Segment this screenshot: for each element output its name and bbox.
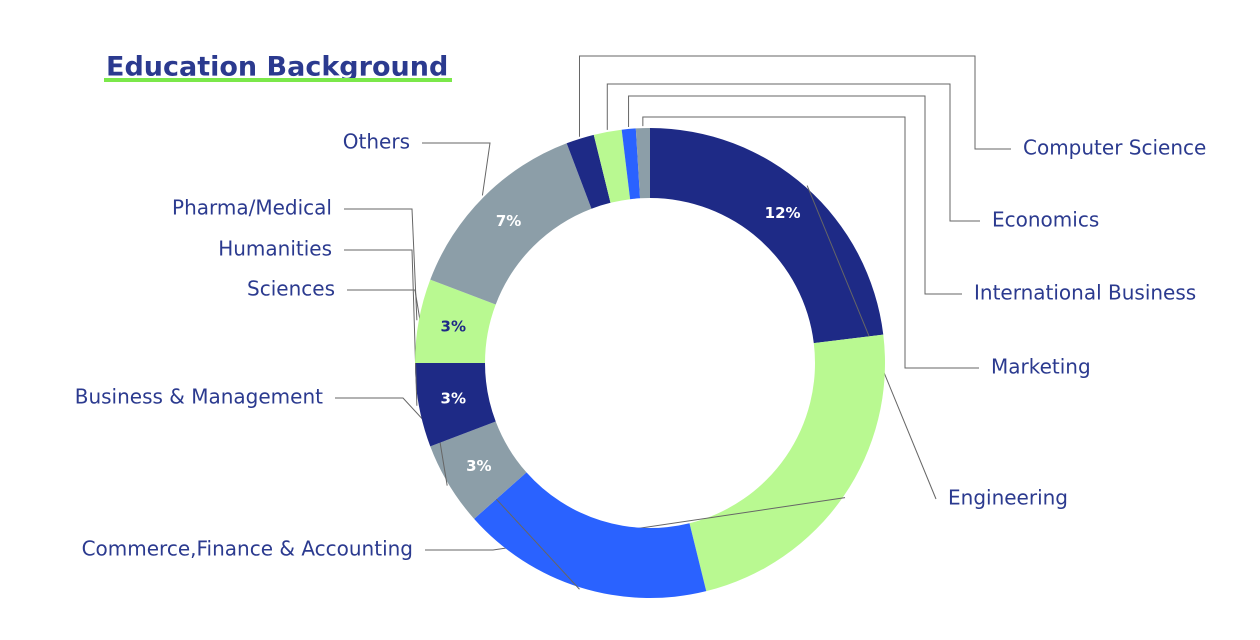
value-label: 3% [466, 457, 491, 475]
slice-label: Economics [992, 208, 1099, 232]
leader-line [642, 116, 979, 369]
leader-line [425, 497, 846, 551]
value-label: 7% [496, 212, 521, 230]
pie-slice [593, 129, 631, 203]
pie-slice [635, 128, 650, 199]
pie-slice [621, 128, 641, 200]
slice-label: Marketing [991, 355, 1091, 379]
slice-label: Engineering [948, 486, 1068, 510]
slice-label: Others [343, 130, 410, 154]
pie-slice [650, 128, 884, 344]
slice-label: International Business [974, 281, 1196, 305]
pie-slice [430, 421, 527, 519]
pie-slice [474, 472, 707, 598]
slice-label: Commerce,Finance & Accounting [82, 537, 413, 561]
slice-label: Business & Management [75, 385, 323, 409]
leader-line [344, 249, 418, 406]
leader-line [422, 142, 491, 196]
value-label: 3% [441, 317, 466, 335]
value-label: 3% [441, 390, 466, 408]
slice-label: Computer Science [1023, 136, 1206, 160]
value-label: 12% [765, 204, 801, 222]
leader-line [578, 55, 1011, 150]
pie-slice [415, 279, 496, 363]
chart-title: Education Background [106, 52, 448, 83]
leader-line [606, 83, 980, 222]
slice-label: Pharma/Medical [172, 196, 332, 220]
pie-slice [689, 334, 885, 592]
slice-label: Sciences [247, 277, 335, 301]
pie-slice [566, 134, 611, 209]
title-underline [104, 78, 452, 82]
pie-slice [415, 363, 496, 447]
leader-line [335, 397, 580, 590]
leader-line [344, 208, 418, 321]
leader-line [628, 95, 962, 295]
pie-slice [430, 143, 592, 305]
slice-label: Humanities [218, 237, 332, 261]
